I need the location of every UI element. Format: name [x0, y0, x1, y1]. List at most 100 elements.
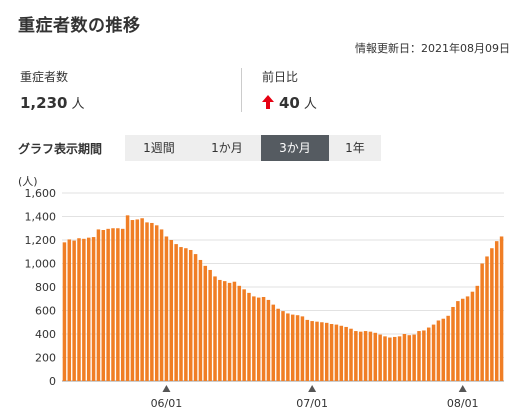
bar[interactable] — [373, 332, 378, 381]
bar[interactable] — [349, 328, 353, 381]
bar[interactable] — [82, 238, 86, 381]
bar[interactable] — [431, 324, 436, 381]
bar[interactable] — [475, 285, 480, 381]
bar[interactable] — [451, 306, 455, 381]
bar[interactable] — [300, 316, 305, 382]
bar[interactable] — [470, 291, 475, 381]
bar[interactable] — [86, 237, 91, 381]
bar[interactable] — [383, 336, 387, 381]
bar[interactable] — [324, 322, 329, 381]
bar[interactable] — [436, 320, 441, 381]
bar[interactable] — [494, 241, 499, 381]
updated-date: 情報更新日：2021年08月09日 — [355, 42, 510, 55]
bar[interactable] — [305, 319, 310, 381]
bar[interactable] — [150, 222, 154, 381]
tab-1week[interactable]: 1週間 — [143, 141, 175, 155]
bar[interactable] — [77, 238, 81, 381]
bar[interactable] — [271, 304, 276, 382]
bar[interactable] — [203, 265, 208, 381]
bar[interactable] — [290, 314, 295, 381]
bar[interactable] — [67, 239, 72, 381]
bar[interactable] — [130, 220, 135, 381]
bar[interactable] — [169, 240, 174, 381]
bar[interactable] — [441, 318, 446, 381]
x-tick-marker-icon — [458, 385, 467, 392]
bar[interactable] — [101, 230, 106, 381]
bar[interactable] — [145, 222, 149, 382]
bar[interactable] — [392, 336, 397, 381]
bar[interactable] — [315, 321, 319, 381]
bar[interactable] — [193, 254, 198, 381]
bar[interactable] — [460, 298, 465, 381]
bar[interactable] — [329, 324, 334, 381]
bar[interactable] — [116, 228, 120, 381]
day-change-value: 40 — [279, 94, 300, 112]
bar[interactable] — [422, 330, 426, 381]
bar[interactable] — [397, 336, 402, 381]
bar[interactable] — [363, 331, 368, 381]
bar[interactable] — [456, 301, 460, 381]
bar[interactable] — [490, 248, 494, 381]
bar[interactable] — [237, 285, 242, 381]
bar[interactable] — [334, 324, 339, 381]
bar[interactable] — [485, 256, 489, 381]
bar[interactable] — [417, 331, 421, 381]
bar[interactable] — [320, 322, 324, 381]
bar[interactable] — [242, 289, 246, 381]
bar[interactable] — [378, 334, 382, 381]
bar[interactable] — [140, 218, 144, 381]
bar[interactable] — [388, 337, 392, 381]
bar[interactable] — [281, 311, 285, 381]
bar[interactable] — [111, 228, 115, 381]
bar[interactable] — [91, 237, 96, 381]
bar[interactable] — [412, 334, 416, 381]
bar[interactable] — [106, 228, 110, 381]
bar[interactable] — [208, 269, 212, 381]
bar[interactable] — [402, 334, 407, 381]
bar[interactable] — [62, 242, 67, 381]
bar[interactable] — [261, 296, 266, 381]
bar[interactable] — [125, 215, 130, 381]
tab-1year[interactable]: 1年 — [345, 141, 365, 155]
bar[interactable] — [188, 249, 193, 381]
bar[interactable] — [426, 327, 431, 381]
bar[interactable] — [256, 297, 261, 381]
bar[interactable] — [354, 331, 358, 381]
bar[interactable] — [446, 315, 450, 381]
bar[interactable] — [213, 276, 217, 381]
bar[interactable] — [344, 326, 348, 381]
tab-1month[interactable]: 1か月 — [211, 141, 243, 155]
bar[interactable] — [198, 259, 203, 381]
bar[interactable] — [465, 296, 470, 381]
bar[interactable] — [232, 281, 237, 381]
bar[interactable] — [358, 331, 363, 381]
tab-3months[interactable]: 3か月 — [261, 135, 329, 161]
bar[interactable] — [499, 236, 504, 381]
bar[interactable] — [154, 225, 159, 381]
bar[interactable] — [295, 315, 300, 381]
bar[interactable] — [222, 281, 227, 382]
bar[interactable] — [266, 299, 271, 381]
bar[interactable] — [218, 279, 222, 381]
x-tick-label: 08/01 — [447, 397, 479, 410]
bar[interactable] — [179, 247, 183, 381]
bar[interactable] — [135, 219, 140, 381]
bar[interactable] — [227, 282, 232, 381]
y-tick-label: 1,400 — [25, 211, 57, 224]
bar[interactable] — [407, 335, 412, 381]
bar[interactable] — [276, 308, 280, 381]
bar[interactable] — [368, 331, 373, 381]
bar[interactable] — [247, 292, 251, 382]
bar[interactable] — [72, 240, 76, 381]
bar[interactable] — [252, 296, 256, 381]
bar[interactable] — [310, 321, 314, 381]
bar[interactable] — [339, 325, 344, 381]
bar[interactable] — [159, 229, 164, 381]
bar[interactable] — [164, 236, 169, 381]
bar[interactable] — [286, 313, 290, 381]
bar[interactable] — [120, 228, 125, 381]
bar[interactable] — [96, 229, 101, 381]
bar[interactable] — [184, 248, 188, 381]
bar[interactable] — [480, 263, 484, 382]
bar[interactable] — [174, 244, 178, 381]
